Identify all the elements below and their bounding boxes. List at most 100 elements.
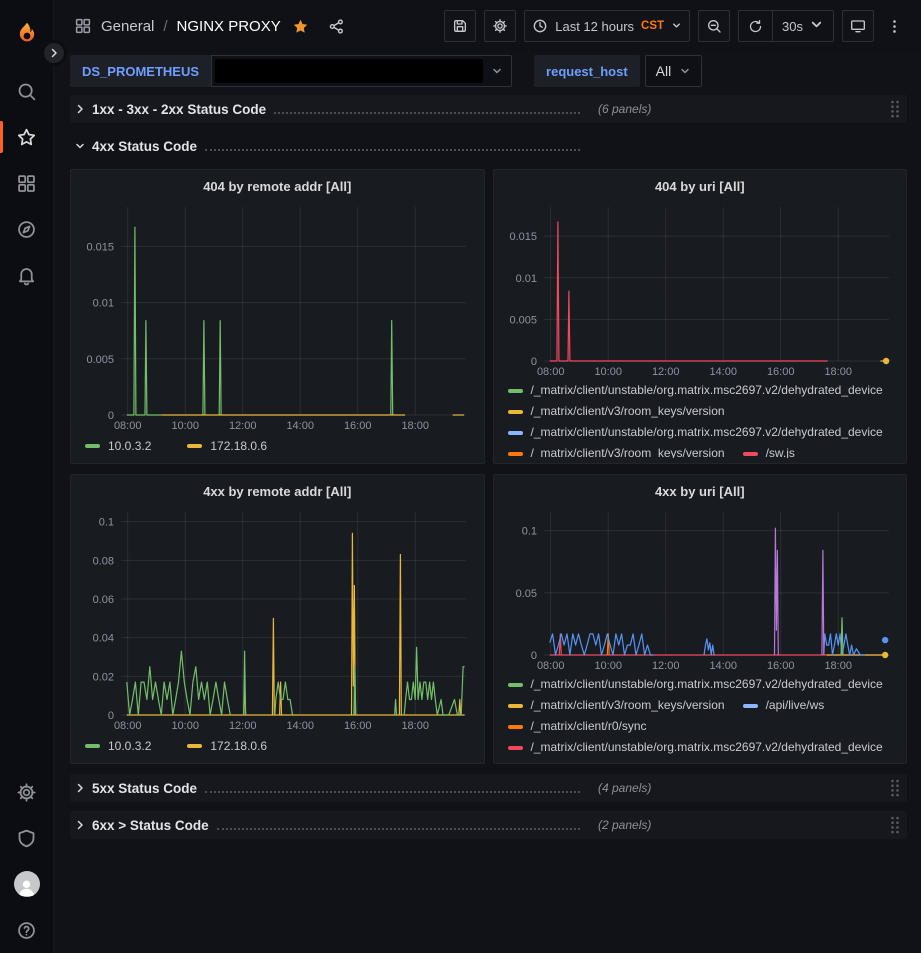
panel-grid-bottom: 4xx by remote addr [All] 00.020.040.060.… [70, 474, 907, 764]
legend-item[interactable]: 10.0.3.2 [85, 739, 151, 753]
sidebar-item-configuration[interactable] [0, 769, 54, 815]
legend-swatch [508, 704, 523, 708]
panel-legend: /_matrix/client/unstable/org.matrix.msc2… [502, 674, 899, 758]
chevron-down-icon [671, 19, 682, 34]
svg-text:18:00: 18:00 [824, 366, 852, 378]
time-series-chart[interactable]: 00.050.108:0010:0012:0014:0016:0018:00 [502, 504, 899, 674]
expand-sidebar-button[interactable] [41, 40, 67, 66]
svg-text:16:00: 16:00 [766, 366, 794, 378]
legend-label: /_matrix/client/v3/room_keys/version [531, 695, 725, 716]
svg-text:18:00: 18:00 [401, 420, 429, 432]
sidebar-item-alerting[interactable] [0, 252, 54, 298]
svg-text:10:00: 10:00 [171, 720, 199, 732]
star-filled-icon [292, 18, 309, 35]
time-range-label: Last 12 hours [555, 19, 634, 34]
panel-legend: 10.0.3.2 172.18.0.6 [79, 734, 476, 758]
time-range-picker[interactable]: Last 12 hours CST [524, 10, 690, 42]
save-dashboard-button[interactable] [444, 10, 476, 42]
panel-title[interactable]: 404 by remote addr [All] [79, 173, 476, 199]
sidebar-item-server-admin[interactable] [0, 815, 54, 861]
legend-label: /_matrix/client/r0/sync [531, 716, 647, 737]
sidebar-item-help[interactable] [0, 907, 54, 953]
refresh-button[interactable] [739, 11, 772, 41]
svg-text:0.005: 0.005 [86, 354, 114, 366]
panel-grid-top: 404 by remote addr [All] 00.0050.010.015… [70, 169, 907, 464]
panel-legend: 10.0.3.2 172.18.0.6 [79, 434, 476, 458]
svg-text:0.1: 0.1 [521, 526, 536, 538]
row-header-4xx[interactable]: 4xx Status Code [70, 132, 907, 160]
legend-item[interactable]: /_matrix/client/r0/sync [508, 716, 647, 737]
top-nav: General / NGINX PROXY Last 12 hours CST [54, 0, 921, 52]
clock-icon [532, 18, 548, 34]
svg-text:0.015: 0.015 [86, 241, 114, 253]
sidebar-item-profile[interactable] [0, 861, 54, 907]
row-title-block: 6xx > Status Code [92, 818, 584, 833]
sidebar-item-starred[interactable] [0, 114, 54, 160]
refresh-group: 30s [738, 10, 834, 42]
legend-item[interactable]: /_matrix/client/v3/room_keys/version [508, 401, 725, 422]
zoom-out-time-button[interactable] [698, 10, 730, 42]
legend-label: /api/live/ws [766, 695, 825, 716]
dashboard-title[interactable]: NGINX PROXY [177, 18, 281, 35]
legend-item[interactable]: /_matrix/client/v3/room_keys/version [508, 695, 725, 716]
legend-swatch [508, 452, 523, 456]
row-drag-handle[interactable] [889, 99, 901, 119]
legend-item[interactable]: /sw.js [743, 443, 795, 458]
chevron-right-icon [74, 782, 86, 794]
time-series-chart[interactable]: 00.020.040.060.080.108:0010:0012:0014:00… [79, 504, 476, 734]
row-header-5xx[interactable]: 5xx Status Code (4 panels) [70, 774, 907, 802]
row-drag-handle[interactable] [889, 815, 901, 835]
panel-title[interactable]: 4xx by uri [All] [502, 478, 899, 504]
variable-value-request-host[interactable]: All [645, 55, 703, 87]
row-drag-handle[interactable] [889, 778, 901, 798]
legend-item[interactable]: 172.18.0.6 [187, 739, 267, 753]
chevron-down-icon [74, 140, 86, 152]
legend-item[interactable]: /_matrix/client/unstable/org.matrix.msc2… [508, 737, 883, 758]
refresh-interval-label: 30s [782, 19, 803, 34]
legend-item[interactable]: /_matrix/client/unstable/org.matrix.msc2… [508, 674, 883, 695]
variable-label-request-host: request_host [534, 55, 640, 87]
variable-value-ds-prometheus[interactable] [211, 55, 512, 87]
dashboard-settings-button[interactable] [484, 10, 516, 42]
legend-label: /_matrix/client/unstable/org.matrix.msc2… [531, 674, 883, 695]
svg-text:0.005: 0.005 [509, 314, 537, 326]
sidebar-item-search[interactable] [0, 68, 54, 114]
legend-item[interactable]: 10.0.3.2 [85, 439, 151, 453]
panel-title[interactable]: 404 by uri [All] [502, 173, 899, 199]
svg-text:12:00: 12:00 [651, 660, 679, 672]
row-header-1xx-3xx-2xx[interactable]: 1xx - 3xx - 2xx Status Code (6 panels) [70, 95, 907, 123]
more-options-button[interactable] [882, 18, 907, 35]
share-button[interactable] [328, 18, 345, 35]
svg-text:14:00: 14:00 [709, 366, 737, 378]
row-title-block: 1xx - 3xx - 2xx Status Code [92, 102, 584, 117]
time-series-chart[interactable]: 00.0050.010.01508:0010:0012:0014:0016:00… [79, 199, 476, 434]
panel-title[interactable]: 4xx by remote addr [All] [79, 478, 476, 504]
breadcrumb: General / NGINX PROXY [74, 17, 345, 35]
svg-text:0.06: 0.06 [93, 594, 114, 606]
svg-text:0.04: 0.04 [93, 633, 114, 645]
person-icon [16, 876, 37, 897]
panel-4xx-by-remote-addr: 4xx by remote addr [All] 00.020.040.060.… [70, 474, 485, 764]
svg-text:16:00: 16:00 [344, 420, 372, 432]
legend-item[interactable]: 172.18.0.6 [187, 439, 267, 453]
svg-text:12:00: 12:00 [229, 720, 257, 732]
legend-swatch [508, 725, 523, 729]
legend-item[interactable]: /_matrix/client/unstable/org.matrix.msc2… [508, 422, 883, 443]
monitor-icon [850, 18, 866, 34]
legend-item[interactable]: /_matrix/client/v3/room_keys/version [508, 443, 725, 458]
legend-item[interactable]: /api/live/ws [743, 695, 825, 716]
legend-swatch [508, 683, 523, 687]
sidebar-item-explore[interactable] [0, 206, 54, 252]
time-series-chart[interactable]: 00.0050.010.01508:0010:0012:0014:0016:00… [502, 199, 899, 380]
legend-swatch [743, 704, 758, 708]
user-avatar [14, 871, 40, 897]
svg-text:0.01: 0.01 [515, 273, 536, 285]
tv-mode-button[interactable] [842, 10, 874, 42]
sidebar-item-dashboards[interactable] [0, 160, 54, 206]
breadcrumb-folder[interactable]: General [101, 18, 154, 35]
favorite-star-button[interactable] [292, 18, 309, 35]
svg-text:0.015: 0.015 [509, 231, 537, 243]
refresh-interval-dropdown[interactable]: 30s [772, 11, 833, 41]
row-header-6xx[interactable]: 6xx > Status Code (2 panels) [70, 811, 907, 839]
legend-item[interactable]: /_matrix/client/unstable/org.matrix.msc2… [508, 380, 883, 401]
